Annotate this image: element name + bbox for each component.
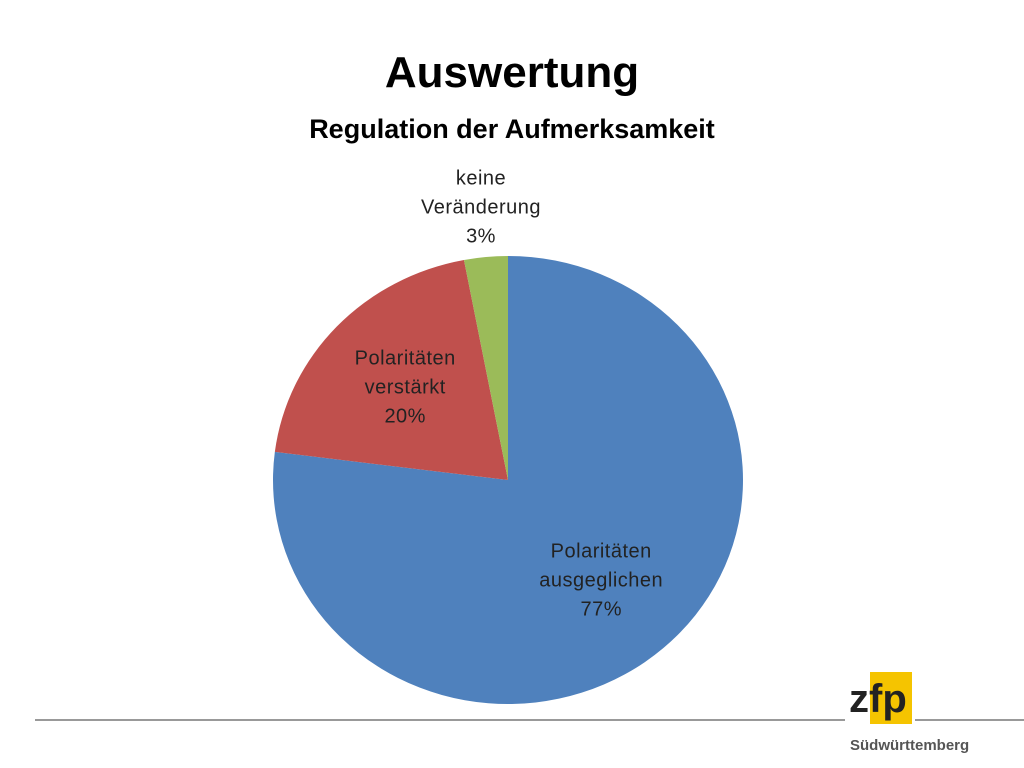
pie-slice (272, 256, 743, 705)
slice-label: Polaritäten ausgeglichen 77% (516, 537, 686, 624)
pie-slice (274, 259, 508, 480)
chart-subtitle: Regulation der Aufmerksamkeit (309, 114, 715, 144)
logo-subtitle: Südwürttemberg (850, 737, 969, 754)
chart-title: Auswertung (384, 48, 640, 97)
value-label: 20% (384, 405, 426, 428)
pie-slice (463, 256, 508, 480)
category-label: Polaritäten verstärkt (354, 347, 456, 399)
value-label: 3% (466, 225, 496, 248)
logo-box (870, 672, 912, 724)
slice-label: Polaritäten verstärkt 20% (320, 344, 490, 431)
category-label: Polaritäten ausgeglichen (539, 540, 664, 592)
category-label: keine Veränderung (420, 167, 542, 219)
value-label: 77% (580, 598, 622, 621)
slice-label: keine Veränderung 3% (396, 164, 566, 251)
logo-text: zfp (849, 677, 907, 721)
